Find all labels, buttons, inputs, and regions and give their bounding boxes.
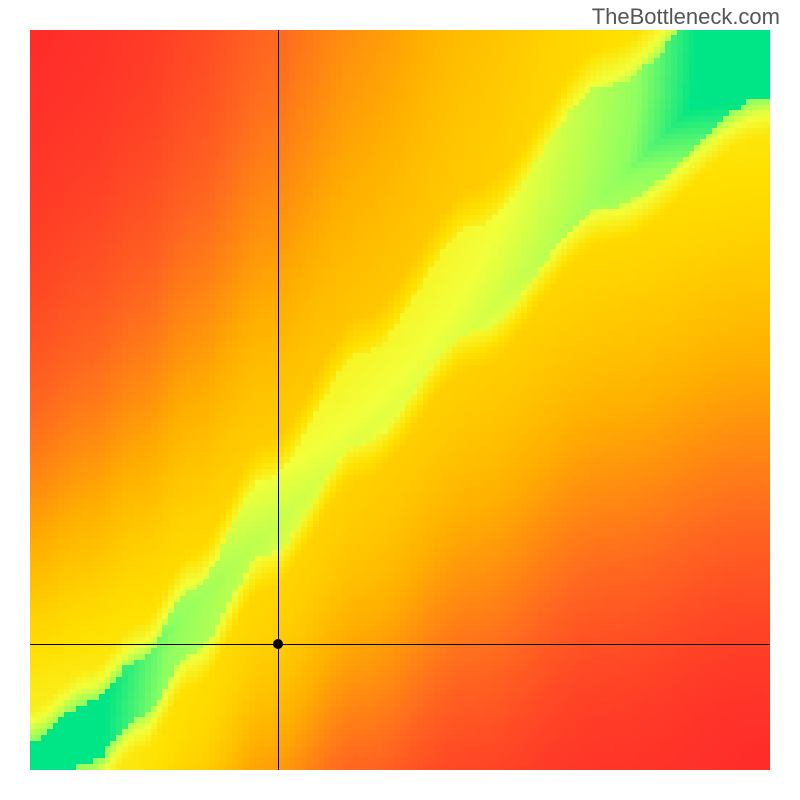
watermark-text: TheBottleneck.com: [592, 4, 780, 30]
crosshair-horizontal-line: [30, 644, 770, 645]
crosshair-marker: [273, 639, 283, 649]
heatmap-plot: [30, 30, 770, 770]
crosshair-vertical-line: [278, 30, 279, 770]
heatmap-canvas: [30, 30, 770, 770]
